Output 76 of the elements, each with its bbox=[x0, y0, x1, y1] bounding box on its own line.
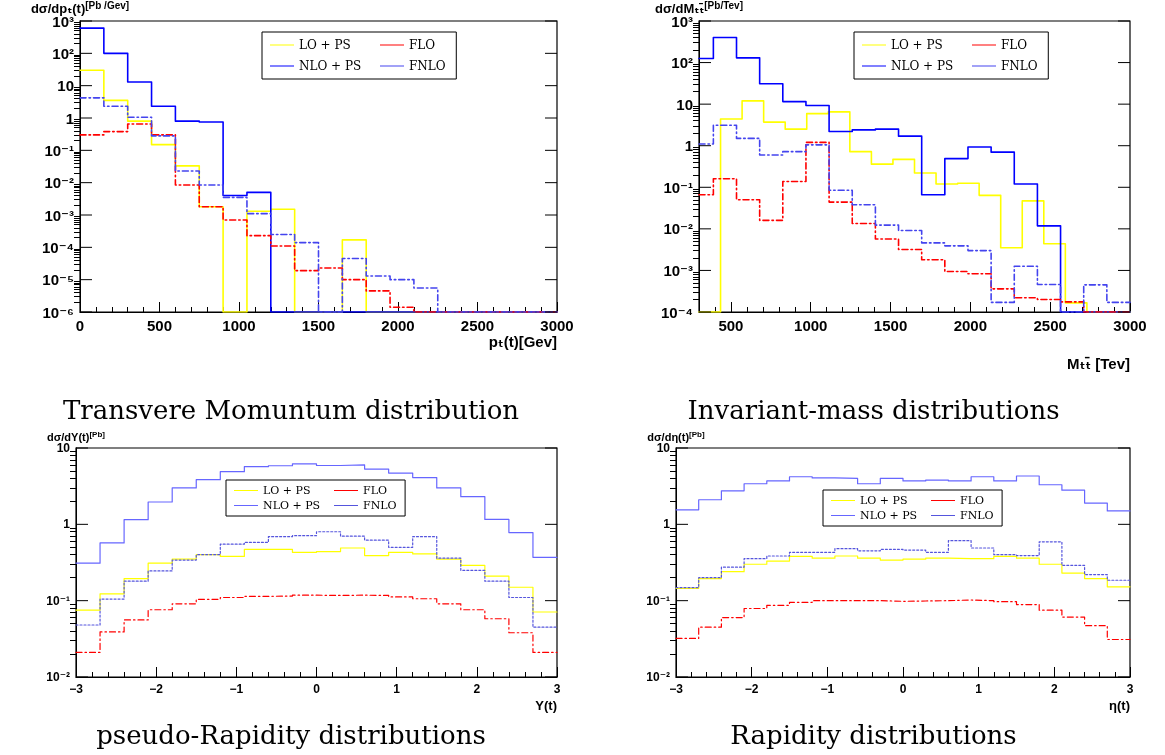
x-tick-label: 2000 bbox=[953, 317, 988, 334]
x-tick-label: 2000 bbox=[381, 317, 415, 334]
text: Invariant-mass distributions bbox=[687, 395, 1060, 425]
y-tick-label: 10 bbox=[56, 441, 71, 455]
x-tick-label: 0 bbox=[75, 317, 85, 334]
y-tick-label: 10⁻¹ bbox=[44, 141, 74, 159]
x-tick-label: 3000 bbox=[1113, 317, 1147, 334]
legend-label: FLO bbox=[363, 484, 387, 497]
x-tick-label: 0 bbox=[899, 682, 907, 696]
y-tick-label: 1 bbox=[684, 137, 693, 155]
x-tick-label: 2 bbox=[473, 682, 481, 696]
y-tick-label: 10⁻¹ bbox=[663, 178, 693, 196]
text: Transvere Momuntum distribution bbox=[62, 395, 520, 425]
x-tick-label: 3 bbox=[553, 682, 561, 696]
x-tick-label: −2 bbox=[149, 682, 164, 696]
y-tick-label: 10⁻⁴ bbox=[660, 303, 693, 321]
x-tick-label: −1 bbox=[229, 682, 244, 696]
x-tick-label: 1000 bbox=[794, 317, 828, 334]
legend-label: FNLO bbox=[960, 509, 994, 522]
x-tick-label: 2500 bbox=[460, 317, 495, 334]
y-tick-label: 10 bbox=[57, 77, 74, 95]
legend-label: FNLO bbox=[409, 59, 446, 73]
x-axis-title: Mₜₜ̄ [Tev] bbox=[1066, 355, 1130, 372]
y-tick-label: 10⁻¹ bbox=[46, 593, 70, 608]
legend-label: FNLO bbox=[1001, 59, 1038, 73]
y-tick-label: 1 bbox=[63, 517, 71, 532]
legend-label: NLO + PS bbox=[263, 499, 321, 512]
x-tick-label: 1 bbox=[975, 682, 983, 696]
legend-label: FLO bbox=[960, 494, 984, 507]
legend-label: FLO bbox=[409, 38, 436, 52]
x-tick-label: 500 bbox=[718, 317, 744, 334]
text: Rapidity distributions bbox=[730, 720, 1017, 750]
x-axis-title: η(t) bbox=[1109, 698, 1130, 713]
legend-label: LO + PS bbox=[299, 38, 351, 52]
y-tick-label: 10 bbox=[676, 95, 693, 113]
y-tick-label: 10⁻² bbox=[646, 670, 670, 684]
legend-label: NLO + PS bbox=[860, 509, 918, 522]
y-tick-label: 1 bbox=[65, 109, 74, 127]
y-tick-label: 10⁻² bbox=[663, 220, 693, 238]
y-tick-label: 1 bbox=[663, 517, 671, 532]
y-tick-label: 10⁻¹ bbox=[646, 593, 670, 608]
legend-label: NLO + PS bbox=[891, 59, 954, 73]
y-tick-label: 10⁻³ bbox=[44, 206, 74, 224]
x-tick-label: 0 bbox=[313, 682, 321, 696]
legend-label: FLO bbox=[1001, 38, 1028, 52]
y-tick-label: 10⁻⁶ bbox=[42, 303, 74, 321]
y-tick-label: 10⁻⁴ bbox=[41, 238, 74, 256]
x-tick-label: −1 bbox=[820, 682, 835, 696]
x-tick-label: −3 bbox=[669, 682, 684, 696]
legend-label: LO + PS bbox=[263, 484, 311, 497]
x-tick-label: 1500 bbox=[301, 317, 336, 334]
y-tick-label: 10⁻³ bbox=[663, 261, 693, 279]
x-tick-label: −3 bbox=[69, 682, 84, 696]
x-tick-label: 2500 bbox=[1033, 317, 1067, 334]
y-tick-label: 10⁻² bbox=[46, 670, 70, 684]
legend-label: LO + PS bbox=[891, 38, 943, 52]
text: pseudo-Rapidity distributions bbox=[96, 720, 486, 750]
x-tick-label: 1000 bbox=[222, 317, 256, 334]
x-axis-title: pₜ(t)[Gev] bbox=[488, 333, 557, 350]
y-tick-label: 10⁻² bbox=[44, 174, 74, 192]
legend-label: NLO + PS bbox=[299, 59, 362, 73]
x-axis-title: Y(t) bbox=[535, 698, 557, 713]
x-tick-label: 500 bbox=[146, 317, 173, 334]
legend-label: LO + PS bbox=[860, 494, 908, 507]
x-tick-label: −2 bbox=[744, 682, 759, 696]
x-tick-label: 3000 bbox=[540, 317, 574, 334]
x-tick-label: 1500 bbox=[873, 317, 908, 334]
legend-label: FNLO bbox=[363, 499, 397, 512]
x-tick-label: 2 bbox=[1050, 682, 1058, 696]
x-tick-label: 3 bbox=[1126, 682, 1134, 696]
y-tick-label: 10² bbox=[52, 44, 74, 62]
y-tick-label: 10² bbox=[671, 54, 693, 72]
y-tick-label: 10⁻⁵ bbox=[42, 271, 74, 289]
x-tick-label: 1 bbox=[393, 682, 401, 696]
y-tick-label: 10 bbox=[656, 441, 671, 455]
y-tick-label: 10³ bbox=[671, 12, 693, 30]
